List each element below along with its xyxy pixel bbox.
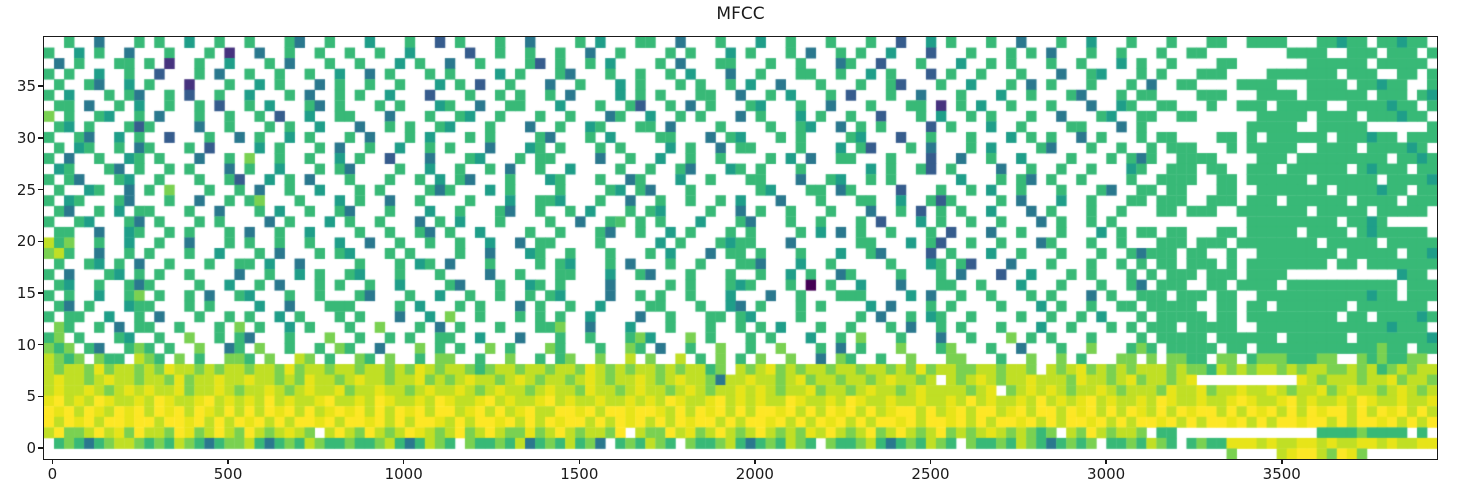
y-tick-label: 5: [26, 387, 36, 406]
x-tick-mark: [227, 459, 229, 464]
figure-title: MFCC: [716, 4, 765, 24]
y-tick-label: 20: [16, 232, 36, 251]
y-tick-label: 0: [26, 439, 36, 458]
y-tick-mark: [38, 447, 43, 449]
x-tick-label: 3500: [1262, 465, 1301, 483]
x-tick-mark: [1105, 459, 1107, 464]
x-tick-mark: [51, 459, 54, 464]
y-tick-mark: [38, 343, 43, 346]
y-tick-mark: [38, 240, 43, 243]
y-tick-label: 15: [16, 283, 36, 302]
x-tick-mark: [402, 459, 405, 464]
x-tick-label: 0: [47, 465, 58, 483]
heatmap-canvas: [44, 37, 1437, 459]
y-tick-label: 25: [16, 180, 36, 199]
y-tick-mark: [38, 292, 43, 294]
x-tick-mark: [929, 459, 932, 464]
x-tick-mark: [578, 459, 581, 464]
x-tick-label: 2500: [911, 465, 950, 483]
x-tick-label: 3000: [1087, 465, 1126, 483]
y-tick-label: 30: [16, 128, 36, 147]
y-tick-mark: [38, 137, 43, 139]
y-tick-mark: [38, 85, 43, 87]
x-tick-mark: [754, 459, 756, 464]
x-tick-label: 500: [213, 465, 243, 483]
y-tick-mark: [38, 188, 43, 191]
x-tick-label: 2000: [735, 465, 774, 483]
y-tick-label: 35: [16, 77, 36, 96]
y-tick-mark: [38, 395, 43, 398]
y-tick-label: 10: [16, 335, 36, 354]
x-tick-label: 1000: [384, 465, 423, 483]
x-tick-label: 1500: [560, 465, 599, 483]
x-tick-mark: [1281, 459, 1283, 464]
plot-frame: [42, 35, 1438, 460]
